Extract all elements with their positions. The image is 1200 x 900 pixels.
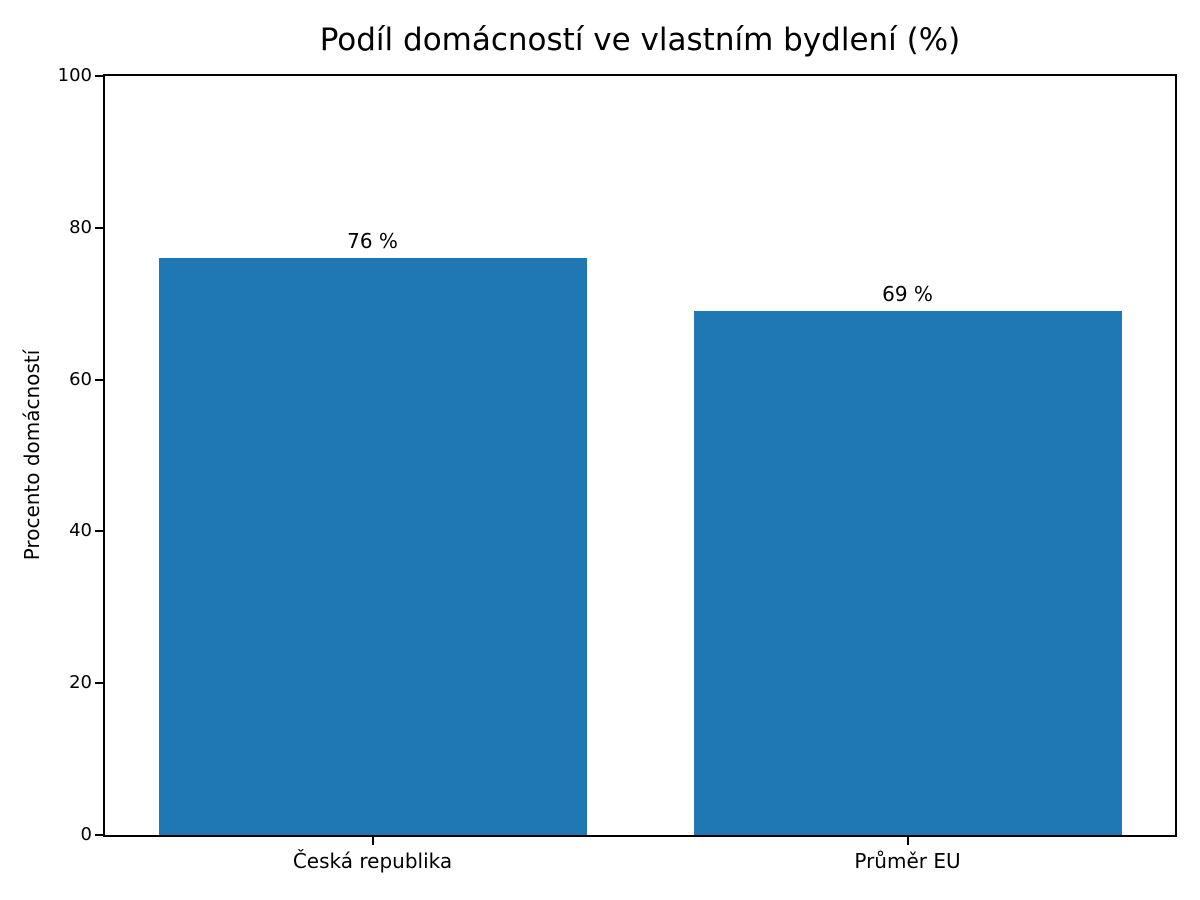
y-tick-label: 80: [69, 216, 92, 238]
bar: [158, 258, 587, 835]
y-tick-label: 40: [69, 520, 92, 542]
x-tick-mark: [371, 837, 374, 845]
x-tick-mark: [906, 837, 909, 845]
y-tick-label: 0: [80, 824, 92, 845]
y-tick-label: 60: [69, 368, 92, 390]
bar: [693, 311, 1122, 835]
y-tick-mark: [95, 226, 103, 229]
y-tick-mark: [95, 530, 103, 533]
y-tick-mark: [95, 834, 103, 836]
x-tick-label: Průměr EU: [854, 849, 961, 873]
y-tick-mark: [95, 75, 103, 77]
x-tick-label: Česká republika: [292, 849, 453, 873]
bar-value-label: 69 %: [882, 282, 933, 307]
plot-area: [103, 74, 1177, 837]
bar-value-label: 76 %: [347, 229, 398, 254]
y-tick-mark: [95, 378, 103, 381]
y-tick-mark: [95, 682, 103, 685]
y-tick-label: 100: [57, 65, 92, 86]
chart-title: Podíl domácností ve vlastním bydlení (%): [319, 22, 961, 58]
y-tick-label: 20: [69, 672, 92, 694]
